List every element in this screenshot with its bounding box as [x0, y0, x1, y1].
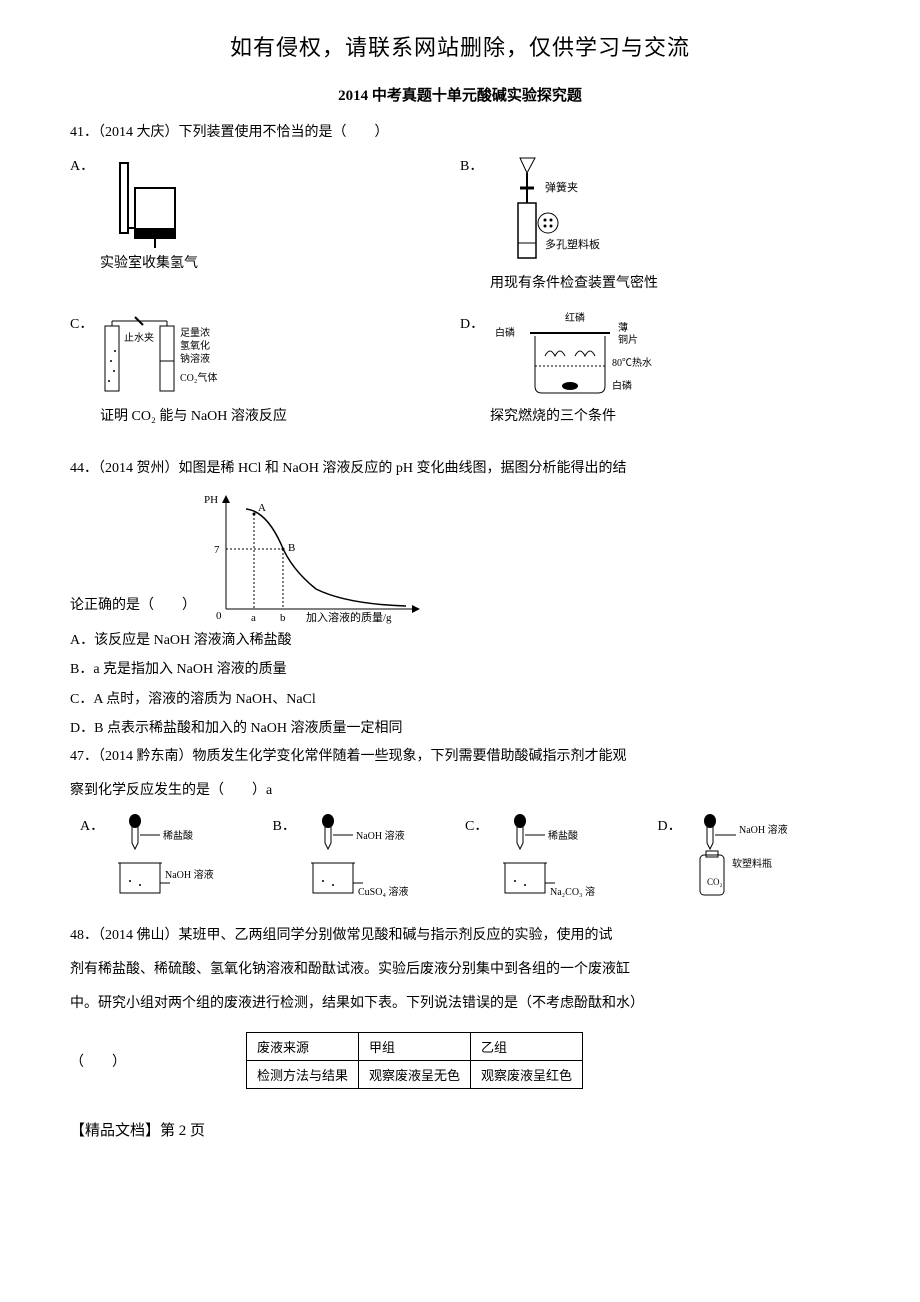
svg-text:80℃热水: 80℃热水: [612, 356, 652, 369]
svg-text:白磷: 白磷: [495, 326, 515, 339]
q47-options: A． 稀盐酸 NaOH 溶液 B． NaOH 溶液 CuSO₄ 溶液 C．: [80, 813, 850, 908]
apparatus-icon: 弹簧夹 多孔塑料板: [490, 153, 640, 273]
cell: 观察废液呈红色: [471, 1061, 583, 1089]
page-title: 2014 中考真题十单元酸碱实验探究题: [70, 84, 850, 105]
q41-options: A． 实验室收集氢气 B． 弹簧夹: [70, 153, 850, 445]
dropper-beaker-icon: 稀盐酸 Na₂CO₃ 溶: [495, 813, 635, 903]
svg-text:红磷: 红磷: [565, 311, 585, 324]
header-notice: 如有侵权，请联系网站删除，仅供学习与交流: [70, 30, 850, 62]
q41-A-figure: 实验室收集氢气: [100, 153, 450, 275]
svg-text:足量浓: 足量浓: [180, 327, 210, 339]
q47-C-figure: 稀盐酸 Na₂CO₃ 溶: [495, 813, 658, 908]
svg-text:弹簧夹: 弹簧夹: [545, 180, 578, 194]
q41-C-label: C．: [70, 311, 100, 444]
svg-text:CuSO₄ 溶液: CuSO₄ 溶液: [358, 885, 408, 898]
footer: 【精品文档】第 2 页: [70, 1119, 850, 1140]
q47-C-label: C．: [465, 813, 495, 835]
ph-curve-chart: PH A B 7 0 a b 加入溶液的质量/g: [196, 489, 436, 624]
q41-B-figure: 弹簧夹 多孔塑料板 用现有条件检查装置气密性: [490, 153, 840, 295]
svg-text:A: A: [258, 502, 266, 514]
q48-table: 废液来源 甲组 乙组 检测方法与结果 观察废液呈无色 观察废液呈红色: [246, 1032, 583, 1089]
cell: 甲组: [359, 1033, 471, 1061]
q41-B-label: B．: [460, 153, 490, 311]
q44-answers: A．该反应是 NaOH 溶液滴入稀盐酸 B．a 克是指加入 NaOH 溶液的质量…: [70, 626, 850, 744]
q41-D-caption: 探究燃烧的三个条件: [490, 406, 616, 428]
q41-D-figure: 红磷 白磷 薄 铜片 80℃热水 白磷 探究燃烧的三个条件: [490, 311, 840, 428]
q41-stem: 41．（2014 大庆）下列装置使用不恰当的是（ ）: [70, 119, 850, 147]
q47-B-label: B．: [273, 813, 303, 835]
dropper-beaker-icon: 稀盐酸 NaOH 溶液: [110, 813, 250, 903]
q44-D: D．B 点表示稀盐酸和加入的 NaOH 溶液质量一定相同: [70, 714, 850, 743]
table-row: 废液来源 甲组 乙组: [247, 1033, 583, 1061]
svg-text:稀盐酸: 稀盐酸: [548, 829, 578, 842]
svg-text:多孔塑料板: 多孔塑料板: [545, 237, 600, 251]
cell: 检测方法与结果: [247, 1061, 359, 1089]
table-row: 检测方法与结果 观察废液呈无色 观察废液呈红色: [247, 1061, 583, 1089]
svg-text:Na₂CO₃ 溶: Na₂CO₃ 溶: [550, 885, 595, 898]
q44-A: A．该反应是 NaOH 溶液滴入稀盐酸: [70, 626, 850, 655]
q47-A-label: A．: [80, 813, 110, 835]
svg-text:加入溶液的质量/g: 加入溶液的质量/g: [306, 610, 392, 624]
svg-text:薄: 薄: [618, 321, 628, 334]
q47-stem2: 察到化学反应发生的是（ ）a: [70, 777, 850, 805]
svg-text:NaOH 溶液: NaOH 溶液: [165, 868, 214, 881]
svg-text:B: B: [288, 542, 295, 554]
q44-stem: 44．（2014 贺州）如图是稀 HCl 和 NaOH 溶液反应的 pH 变化曲…: [70, 455, 850, 483]
q47-A-figure: 稀盐酸 NaOH 溶液: [110, 813, 273, 908]
q47-stem1: 47．（2014 黔东南）物质发生化学变化常伴随着一些现象，下列需要借助酸碱指示…: [70, 743, 850, 771]
svg-text:CO₂气体: CO₂气体: [180, 371, 217, 384]
svg-text:白磷: 白磷: [612, 379, 632, 392]
q48-stem2: 剂有稀盐酸、稀硫酸、氢氧化钠溶液和酚酞试液。实验后废液分别集中到各组的一个废液缸: [70, 956, 850, 984]
svg-text:CO₂: CO₂: [707, 877, 723, 887]
q41-C-caption: 证明 CO₂ 能与 NaOH 溶液反应: [100, 406, 287, 428]
cell: 观察废液呈无色: [359, 1061, 471, 1089]
q47-B-figure: NaOH 溶液 CuSO₄ 溶液: [303, 813, 466, 908]
svg-text:0: 0: [216, 610, 222, 622]
svg-text:稀盐酸: 稀盐酸: [163, 829, 193, 842]
svg-text:止水夹: 止水夹: [124, 331, 154, 344]
svg-text:NaOH 溶液: NaOH 溶液: [739, 823, 788, 836]
cell: 乙组: [471, 1033, 583, 1061]
apparatus-icon: 止水夹 足量浓 氢氧化 钠溶液 CO₂气体: [100, 311, 300, 406]
apparatus-icon: [100, 153, 190, 253]
cell: 废液来源: [247, 1033, 359, 1061]
svg-text:NaOH 溶液: NaOH 溶液: [356, 829, 405, 842]
q41-C-figure: 止水夹 足量浓 氢氧化 钠溶液 CO₂气体 证明 CO₂ 能与 NaOH 溶液反…: [100, 311, 450, 428]
svg-text:b: b: [280, 612, 286, 624]
q41-D-label: D．: [460, 311, 490, 444]
dropper-beaker-icon: NaOH 溶液 CuSO₄ 溶液: [303, 813, 453, 903]
svg-text:PH: PH: [204, 494, 218, 506]
q41-A-label: A．: [70, 153, 100, 311]
q44-B: B．a 克是指加入 NaOH 溶液的质量: [70, 655, 850, 684]
apparatus-icon: 红磷 白磷 薄 铜片 80℃热水 白磷: [490, 311, 680, 406]
q47-D-label: D．: [658, 813, 688, 835]
svg-text:a: a: [251, 612, 256, 624]
svg-text:软塑料瓶: 软塑料瓶: [732, 857, 772, 870]
q48-stem3: 中。研究小组对两个组的废液进行检测，结果如下表。下列说法错误的是（不考虑酚酞和水…: [70, 990, 850, 1018]
q48-stem1: 48．（2014 佛山）某班甲、乙两组同学分别做常见酸和碱与指示剂反应的实验，使…: [70, 922, 850, 950]
svg-text:铜片: 铜片: [618, 333, 638, 346]
q44-stem-tail: 论正确的是（ ）: [70, 592, 196, 620]
svg-text:7: 7: [214, 544, 220, 556]
q47-D-figure: NaOH 溶液 软塑料瓶 CO₂: [688, 813, 851, 908]
q48-paren: （ ）: [70, 1049, 126, 1077]
dropper-bottle-icon: NaOH 溶液 软塑料瓶 CO₂: [688, 813, 848, 903]
q41-B-caption: 用现有条件检查装置气密性: [490, 273, 658, 295]
q44-C: C．A 点时，溶液的溶质为 NaOH、NaCl: [70, 685, 850, 714]
svg-text:氢氧化: 氢氧化: [180, 339, 210, 352]
q41-A-caption: 实验室收集氢气: [100, 253, 198, 275]
svg-text:钠溶液: 钠溶液: [180, 352, 210, 365]
